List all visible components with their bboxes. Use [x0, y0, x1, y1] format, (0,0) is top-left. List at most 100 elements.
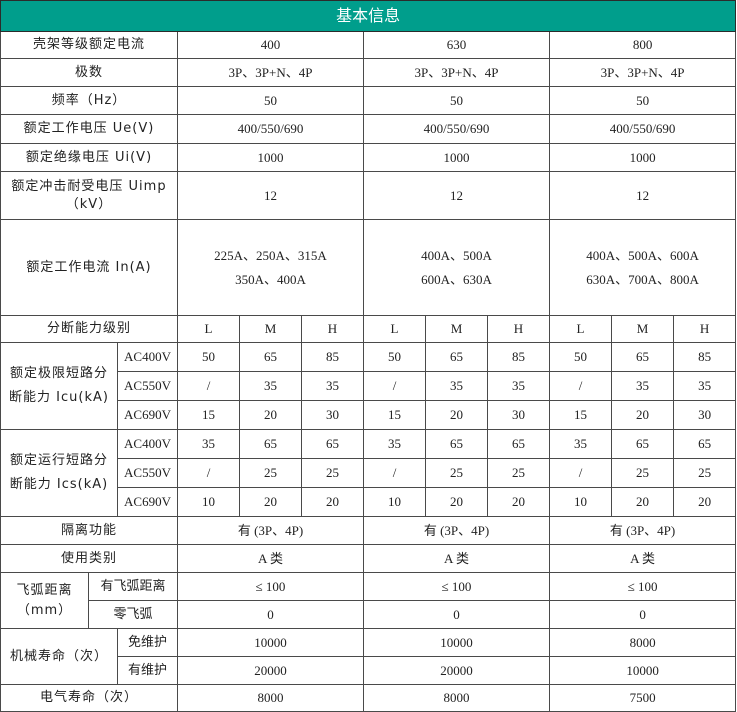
value-cell: 25: [301, 458, 364, 488]
value-cell: 85: [487, 342, 550, 372]
value-cell: 50: [549, 342, 612, 372]
value-cell: 3P、3P+N、4P: [548, 58, 737, 87]
value-cell: ≤ 100: [363, 572, 550, 601]
value-cell: 50: [177, 342, 240, 372]
value-cell: 65: [425, 342, 488, 372]
table-title: 基本信息: [0, 0, 737, 32]
table-row: 额定工作电压 Ue(V) 400/550/690 400/550/690 400/55…: [0, 114, 737, 144]
value-cell: 400: [177, 31, 364, 59]
value-cell: 35: [363, 429, 426, 459]
value-cell: 65: [487, 429, 550, 459]
table-row: AC690V 15 20 30 15 20 30 15 20 30: [1, 400, 737, 430]
row-label: 极数: [0, 58, 178, 87]
value-cell: 25: [611, 458, 674, 488]
value-cell: 50: [363, 342, 426, 372]
value-cell: /: [549, 371, 612, 401]
table-row: 壳架等级额定电流 400 630 800: [0, 31, 737, 59]
value-cell: A 类: [548, 544, 737, 573]
voltage-cell: AC550V: [117, 371, 178, 401]
sub-label: 有维护: [117, 656, 178, 685]
level-cell: H: [487, 315, 550, 343]
value-cell: 1000: [177, 143, 364, 172]
level-cell: M: [239, 315, 302, 343]
value-cell: 0: [363, 600, 550, 629]
value-cell: 30: [301, 400, 364, 430]
voltage-cell: AC550V: [117, 458, 178, 488]
value-cell: 20: [239, 400, 302, 430]
value-cell: 65: [239, 429, 302, 459]
value-cell: 35: [672, 371, 737, 401]
value-cell: 3P、3P+N、4P: [177, 58, 364, 87]
row-label: 分断能力级别: [0, 315, 178, 343]
value-cell: 10000: [548, 656, 737, 685]
value-cell: 400/550/690: [177, 114, 364, 144]
table-row: 极数 3P、3P+N、4P 3P、3P+N、4P 3P、3P+N、4P: [0, 58, 737, 87]
current-line: 400A、500A: [421, 247, 492, 263]
value-cell: 400/550/690: [363, 114, 550, 144]
level-cell: L: [549, 315, 612, 343]
current-line: 350A、400A: [235, 271, 306, 287]
value-cell: 15: [549, 400, 612, 430]
value-cell: 65: [611, 342, 674, 372]
value-cell: 10000: [177, 628, 364, 657]
value-cell: 8000: [548, 628, 737, 657]
level-cell: M: [611, 315, 674, 343]
row-label: 额定冲击耐受电压 Uimp（kV）: [0, 171, 178, 220]
value-cell: 25: [487, 458, 550, 488]
value-cell: 35: [611, 371, 674, 401]
sub-label: 有飞弧距离: [88, 572, 178, 601]
value-cell: 20: [425, 487, 488, 517]
row-label: 机械寿命（次）: [0, 628, 118, 685]
value-cell: ≤ 100: [548, 572, 737, 601]
row-label: 电气寿命（次）: [0, 684, 178, 712]
value-cell: 20: [611, 487, 674, 517]
table-row: AC550V/25 25/25 25/25 25: [1, 458, 737, 488]
value-cell: 25: [239, 458, 302, 488]
value-cell: 35: [239, 371, 302, 401]
table-row: 额定工作电流 In(A) 225A、250A、315A 350A、400A 400A、…: [0, 219, 737, 316]
row-label: 使用类别: [0, 544, 178, 573]
value-cell: 400A、500A、600A 630A、700A、800A: [548, 219, 737, 316]
value-cell: 15: [363, 400, 426, 430]
value-cell: 30: [487, 400, 550, 430]
value-cell: 3P、3P+N、4P: [363, 58, 550, 87]
row-label: 额定工作电流 In(A): [0, 219, 178, 316]
value-cell: 20000: [177, 656, 364, 685]
value-cell: 630: [363, 31, 550, 59]
value-cell: /: [363, 458, 426, 488]
value-cell: 12: [363, 171, 550, 220]
value-cell: 30: [672, 400, 737, 430]
value-cell: 65: [239, 342, 302, 372]
value-cell: 65: [611, 429, 674, 459]
value-cell: 35: [549, 429, 612, 459]
row-label: 隔离功能: [0, 516, 178, 545]
sub-label: 免维护: [117, 628, 178, 657]
value-cell: 35: [487, 371, 550, 401]
value-cell: 20000: [363, 656, 550, 685]
voltage-cell: AC400V: [117, 429, 178, 459]
value-cell: 10000: [363, 628, 550, 657]
value-cell: 0: [177, 600, 364, 629]
value-cell: 85: [672, 342, 737, 372]
value-cell: A 类: [363, 544, 550, 573]
voltage-cell: AC690V: [117, 400, 178, 430]
table-row: 零飞弧 0 0 0: [1, 600, 737, 629]
value-cell: /: [177, 458, 240, 488]
value-cell: 有 (3P、4P): [363, 516, 550, 545]
value-cell: 有 (3P、4P): [177, 516, 364, 545]
table-row: AC550V/35 35/35 35/35 35: [1, 371, 737, 401]
value-cell: /: [177, 371, 240, 401]
value-cell: 800: [548, 31, 737, 59]
table-row: AC690V 10 20 20 10 20 20 10 20 20: [1, 487, 737, 517]
value-cell: 35: [425, 371, 488, 401]
value-cell: 12: [177, 171, 364, 220]
value-cell: 25: [425, 458, 488, 488]
value-cell: 50: [177, 86, 364, 115]
table-row: 额定绝缘电压 Ui(V) 1000 1000 1000: [0, 143, 737, 172]
value-cell: 0: [548, 600, 737, 629]
table-row: 频率（Hz） 50 50 50: [0, 86, 737, 115]
row-label: 额定绝缘电压 Ui(V): [0, 143, 178, 172]
voltage-cell: AC690V: [117, 487, 178, 517]
